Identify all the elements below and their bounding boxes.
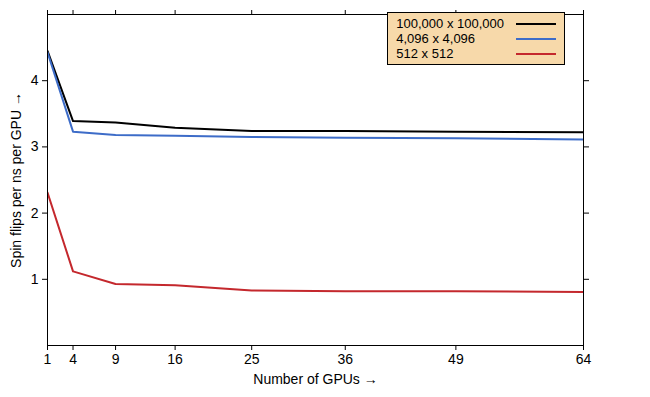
svg-text:Number of GPUs →: Number of GPUs → xyxy=(253,371,377,387)
svg-text:2: 2 xyxy=(31,205,39,221)
html-text:512 x 512: 512 x 512 xyxy=(396,46,454,61)
html-text:4,096 x 4,096: 4,096 x 4,096 xyxy=(396,31,476,46)
svg-text:3: 3 xyxy=(31,138,39,154)
svg-text:64: 64 xyxy=(576,351,592,367)
svg-text:36: 36 xyxy=(337,351,353,367)
svg-text:Spin flips per ns per GPU →: Spin flips per ns per GPU → xyxy=(8,92,24,268)
svg-text:4: 4 xyxy=(31,72,39,88)
svg-text:4: 4 xyxy=(69,351,77,367)
html-text:100,000 x 100,000: 100,000 x 100,000 xyxy=(396,16,504,31)
svg-text:1: 1 xyxy=(31,271,39,287)
svg-text:9: 9 xyxy=(112,351,120,367)
svg-text:1: 1 xyxy=(44,351,52,367)
svg-text:25: 25 xyxy=(244,351,260,367)
svg-text:16: 16 xyxy=(167,351,183,367)
svg-text:49: 49 xyxy=(448,351,464,367)
